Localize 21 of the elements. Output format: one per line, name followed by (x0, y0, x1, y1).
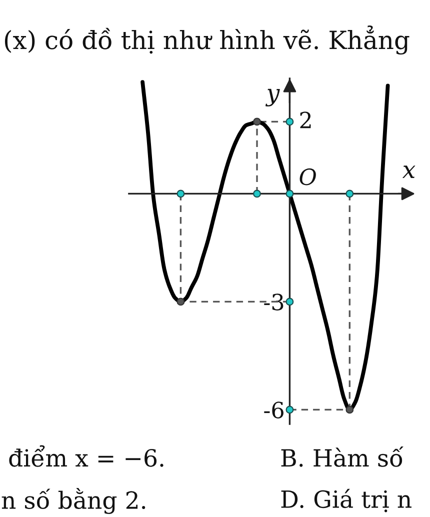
point (286, 190, 294, 198)
y-tick-label: -3 (264, 294, 284, 310)
chart-title: (x) có đồ thị như hình vẽ. Khẳng (4, 25, 410, 55)
point (176, 190, 185, 198)
text: điểm x = −6. (9, 445, 164, 467)
text: B. Hàm số (281, 446, 404, 467)
y-tick-label: -6 (264, 402, 284, 418)
point (176, 298, 185, 306)
text: D. Giá trị n (281, 488, 412, 512)
point (253, 190, 261, 198)
point (253, 118, 261, 126)
annotation: 2 (300, 112, 311, 128)
point (286, 118, 294, 126)
y-axis-title: y (265, 88, 280, 106)
point (346, 406, 354, 414)
x-axis-title: x (402, 166, 416, 178)
point (286, 406, 294, 414)
text: n số bằng 2. (2, 488, 146, 514)
point (286, 298, 294, 306)
point (346, 190, 354, 198)
annotation: O (300, 168, 316, 186)
